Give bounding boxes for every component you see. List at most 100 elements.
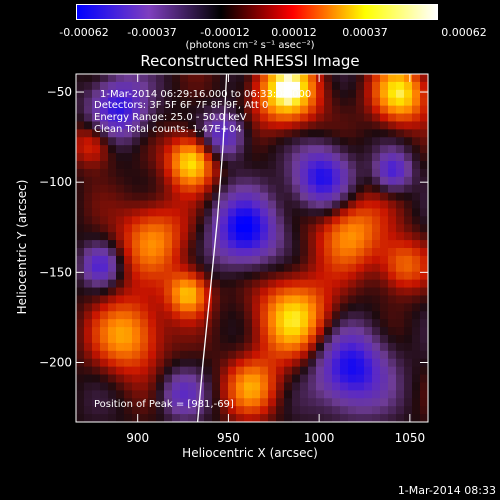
heatmap-cell: [172, 121, 181, 130]
heatmap-cell: [332, 406, 341, 415]
heatmap-cell: [372, 382, 381, 391]
heatmap-cell: [412, 263, 421, 273]
heatmap-cell: [284, 240, 293, 249]
heatmap-cell: [332, 153, 341, 162]
heatmap-cell: [124, 327, 133, 336]
heatmap-cell: [148, 161, 157, 170]
heatmap-cell: [252, 153, 261, 162]
heatmap-cell: [180, 97, 189, 107]
heatmap-cell: [364, 382, 373, 391]
heatmap-cell: [116, 350, 125, 360]
heatmap-cell: [284, 255, 293, 265]
heatmap-cell: [244, 74, 253, 83]
heatmap-cell: [300, 184, 309, 194]
heatmap-cell: [92, 208, 101, 217]
heatmap-cell: [268, 153, 277, 162]
heatmap-cell: [404, 350, 413, 360]
heatmap-cell: [228, 335, 237, 344]
heatmap-cell: [252, 105, 261, 114]
heatmap-cell: [412, 303, 421, 312]
heatmap-cell: [164, 208, 173, 217]
heatmap-cell: [108, 414, 117, 423]
heatmap-cell: [180, 390, 189, 399]
heatmap-cell: [132, 208, 141, 217]
heatmap-cell: [284, 335, 293, 344]
heatmap-cell: [276, 358, 285, 368]
heatmap-cell: [356, 358, 365, 368]
heatmap-cell: [292, 216, 301, 225]
heatmap-cell: [260, 406, 269, 415]
heatmap-cell: [92, 89, 101, 99]
heatmap-cell: [260, 192, 269, 201]
heatmap-cell: [180, 248, 189, 257]
heatmap-cell: [116, 311, 125, 320]
heatmap-cell: [324, 200, 333, 209]
heatmap-cell: [180, 105, 189, 114]
heatmap-cell: [84, 295, 93, 304]
heatmap-cell: [132, 279, 141, 288]
heatmap-cell: [300, 271, 309, 281]
heatmap-cell: [156, 208, 165, 217]
heatmap-cell: [324, 303, 333, 312]
heatmap-cell: [156, 327, 165, 336]
heatmap-cell: [284, 263, 293, 273]
heatmap-cell: [284, 342, 293, 352]
heatmap-cell: [164, 137, 173, 146]
heatmap-cell: [324, 382, 333, 391]
heatmap-cell: [164, 129, 173, 138]
heatmap-cell: [292, 398, 301, 407]
heatmap-cell: [116, 287, 125, 296]
heatmap-cell: [292, 145, 301, 154]
heatmap-cell: [292, 382, 301, 391]
heatmap-cell: [276, 105, 285, 114]
heatmap-cell: [220, 208, 229, 217]
heatmap-cell: [380, 255, 389, 265]
heatmap-cell: [156, 255, 165, 265]
heatmap-cell: [388, 200, 397, 209]
heatmap-cell: [100, 342, 109, 352]
heatmap-cell: [356, 342, 365, 352]
heatmap-cell: [116, 414, 125, 423]
heatmap-cell: [92, 224, 101, 233]
heatmap-cell: [260, 224, 269, 233]
y-tick-label: −100: [39, 175, 72, 189]
heatmap-cell: [300, 311, 309, 320]
heatmap-cell: [396, 153, 405, 162]
heatmap-cell: [356, 255, 365, 265]
heatmap-cell: [252, 168, 261, 178]
x-tick-label: 900: [126, 431, 149, 445]
heatmap-cell: [84, 121, 93, 130]
heatmap-cell: [268, 358, 277, 368]
heatmap-cell: [196, 81, 205, 91]
heatmap-cell: [388, 311, 397, 320]
heatmap-cell: [188, 81, 197, 91]
heatmap-cell: [308, 145, 317, 154]
heatmap-cell: [292, 137, 301, 146]
heatmap-cell: [300, 74, 309, 83]
heatmap-cell: [268, 97, 277, 107]
heatmap-cell: [212, 263, 221, 273]
heatmap-cell: [164, 240, 173, 249]
heatmap-cell: [292, 168, 301, 178]
heatmap-cell: [420, 406, 429, 415]
heatmap-cell: [364, 287, 373, 296]
heatmap-cell: [308, 97, 317, 107]
heatmap-cell: [276, 374, 285, 383]
heatmap-cell: [252, 184, 261, 194]
heatmap-cell: [236, 145, 245, 154]
heatmap-cell: [356, 374, 365, 383]
heatmap-cell: [140, 161, 149, 170]
footer-timestamp: 1-Mar-2014 08:33: [397, 484, 496, 497]
heatmap-cell: [148, 271, 157, 281]
heatmap-cell: [180, 327, 189, 336]
heatmap-cell: [196, 374, 205, 383]
heatmap-cell: [188, 105, 197, 114]
heatmap-cell: [180, 113, 189, 122]
heatmap-cell: [244, 208, 253, 217]
heatmap-cell: [204, 327, 213, 336]
heatmap-cell: [356, 303, 365, 312]
heatmap-cell: [252, 319, 261, 328]
info-clean: Clean Total counts: 1.47E+04: [94, 124, 242, 135]
heatmap-cell: [292, 311, 301, 320]
heatmap-cell: [324, 311, 333, 320]
